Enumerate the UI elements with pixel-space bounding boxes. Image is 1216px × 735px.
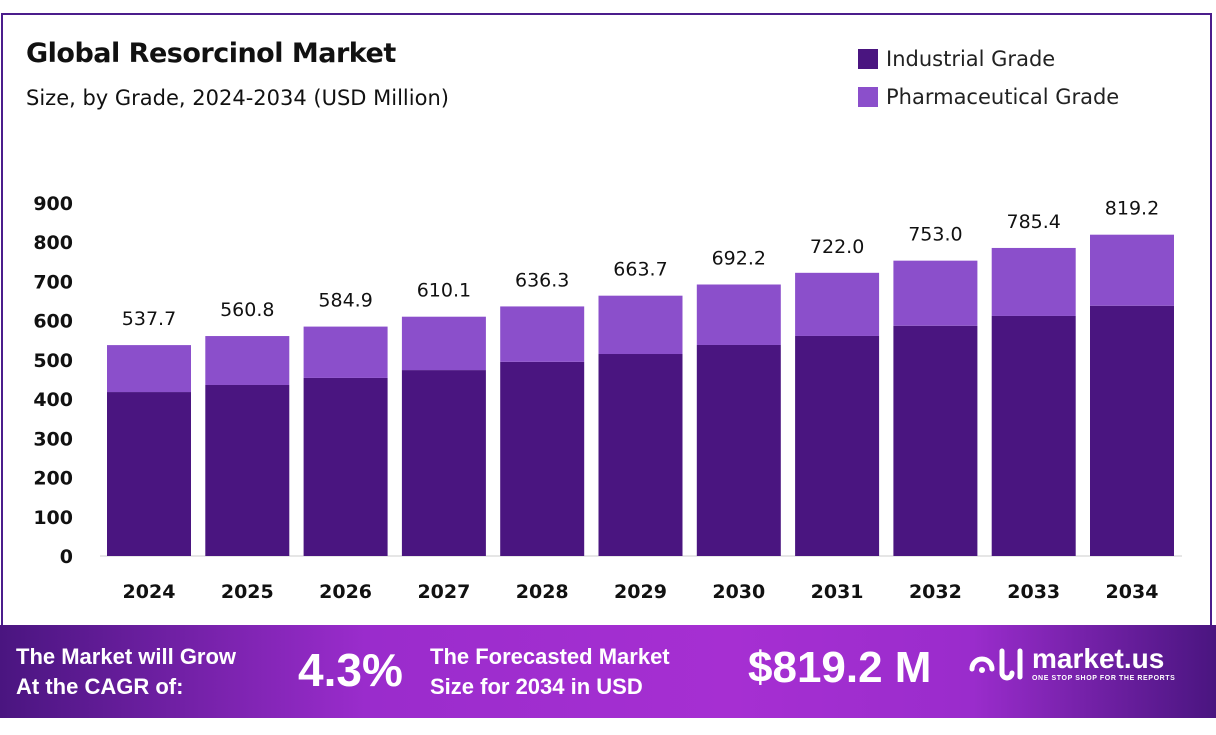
forecast-label: The Forecasted Market Size for 2034 in US… bbox=[430, 642, 670, 702]
legend-label: Industrial Grade bbox=[886, 47, 1056, 71]
x-tick-label: 2033 bbox=[1007, 581, 1060, 603]
y-tick-label: 300 bbox=[33, 428, 73, 450]
bar-pharmaceutical-2030 bbox=[696, 284, 781, 345]
x-tick-label: 2031 bbox=[811, 581, 864, 603]
x-tick-label: 2030 bbox=[712, 581, 765, 603]
bar-industrial-2026 bbox=[303, 377, 388, 556]
total-label: 560.8 bbox=[220, 299, 274, 321]
bar-industrial-2024 bbox=[107, 392, 191, 556]
bar-pharmaceutical-2027 bbox=[401, 316, 486, 371]
legend-swatch bbox=[858, 49, 878, 69]
logo-text: market.us ONE STOP SHOP FOR THE REPORTS bbox=[1032, 642, 1176, 683]
x-tick-label: 2024 bbox=[123, 581, 176, 603]
x-tick-label: 2034 bbox=[1106, 581, 1159, 603]
x-tick-label: 2026 bbox=[319, 581, 372, 603]
forecast-label-line2: Size for 2034 in USD bbox=[430, 674, 643, 699]
market-us-logo: market.us ONE STOP SHOP FOR THE REPORTS bbox=[968, 643, 1175, 683]
logo-icon bbox=[969, 648, 1023, 681]
chart-title: Global Resorcinol Market bbox=[26, 38, 396, 69]
cagr-value: 4.3% bbox=[298, 644, 403, 696]
forecast-value: $819.2 M bbox=[748, 643, 932, 692]
total-label: 692.2 bbox=[712, 248, 766, 270]
bar-pharmaceutical-2031 bbox=[795, 272, 880, 336]
bar-pharmaceutical-2028 bbox=[500, 306, 585, 362]
bar-pharmaceutical-2029 bbox=[598, 295, 683, 355]
cagr-label-line2: At the CAGR of: bbox=[16, 674, 184, 699]
legend-item-pharmaceutical: Pharmaceutical Grade bbox=[858, 78, 1119, 116]
logo-tagline: ONE STOP SHOP FOR THE REPORTS bbox=[1032, 674, 1176, 682]
bar-pharmaceutical-2024 bbox=[107, 345, 191, 393]
x-tick-label: 2027 bbox=[417, 581, 470, 603]
y-tick-label: 200 bbox=[33, 468, 73, 490]
y-tick-label: 400 bbox=[33, 389, 73, 411]
x-tick-label: 2032 bbox=[909, 581, 962, 603]
total-label: 663.7 bbox=[613, 259, 667, 281]
x-tick-label: 2029 bbox=[614, 581, 667, 603]
bar-pharmaceutical-2025 bbox=[205, 336, 290, 385]
y-tick-label: 900 bbox=[33, 193, 73, 215]
bar-industrial-2031 bbox=[795, 335, 880, 556]
bar-industrial-2033 bbox=[991, 315, 1076, 556]
logo-name: market.us bbox=[1032, 642, 1165, 674]
x-tick-label: 2025 bbox=[221, 581, 274, 603]
bar-chart: 0 100 200 300 400 500 600 700 800 900 537.7 2024 560… bbox=[33, 193, 1182, 603]
x-tick-label: 2028 bbox=[516, 581, 569, 603]
total-label: 819.2 bbox=[1105, 198, 1159, 220]
bar-industrial-2029 bbox=[598, 354, 683, 556]
y-tick-label: 600 bbox=[33, 311, 73, 333]
summary-banner: The Market will Grow At the CAGR of: 4.3%… bbox=[0, 625, 1216, 718]
cagr-label: The Market will Grow At the CAGR of: bbox=[16, 642, 236, 702]
total-label: 785.4 bbox=[1006, 211, 1060, 233]
y-tick-label: 0 bbox=[60, 546, 73, 568]
bar-industrial-2025 bbox=[205, 384, 290, 556]
legend-label: Pharmaceutical Grade bbox=[886, 85, 1120, 109]
y-tick-label: 100 bbox=[33, 507, 73, 529]
total-label: 537.7 bbox=[122, 308, 176, 330]
legend: Industrial Grade Pharmaceutical Grade bbox=[858, 40, 1119, 116]
bar-pharmaceutical-2034 bbox=[1090, 234, 1174, 306]
bar-industrial-2027 bbox=[401, 370, 486, 556]
bar-industrial-2034 bbox=[1090, 305, 1174, 556]
total-label: 584.9 bbox=[318, 290, 372, 312]
forecast-label-line1: The Forecasted Market bbox=[430, 644, 670, 669]
total-label: 610.1 bbox=[417, 280, 471, 302]
y-tick-label: 700 bbox=[33, 271, 73, 293]
total-label: 722.0 bbox=[810, 236, 864, 258]
bar-industrial-2028 bbox=[500, 361, 585, 556]
y-tick-label: 800 bbox=[33, 232, 73, 254]
legend-swatch bbox=[858, 87, 878, 107]
cagr-label-line1: The Market will Grow bbox=[16, 644, 237, 669]
bar-industrial-2032 bbox=[893, 325, 978, 556]
chart-card bbox=[1, 13, 1212, 625]
bar-pharmaceutical-2033 bbox=[991, 247, 1076, 316]
total-label: 753.0 bbox=[908, 224, 962, 246]
legend-item-industrial: Industrial Grade bbox=[858, 40, 1119, 78]
y-tick-label: 500 bbox=[33, 350, 73, 372]
chart-subtitle: Size, by Grade, 2024-2034 (USD Million) bbox=[26, 86, 449, 110]
bar-pharmaceutical-2026 bbox=[303, 326, 388, 378]
bar-pharmaceutical-2032 bbox=[893, 260, 978, 326]
total-label: 636.3 bbox=[515, 269, 569, 291]
bar-industrial-2030 bbox=[696, 344, 781, 556]
